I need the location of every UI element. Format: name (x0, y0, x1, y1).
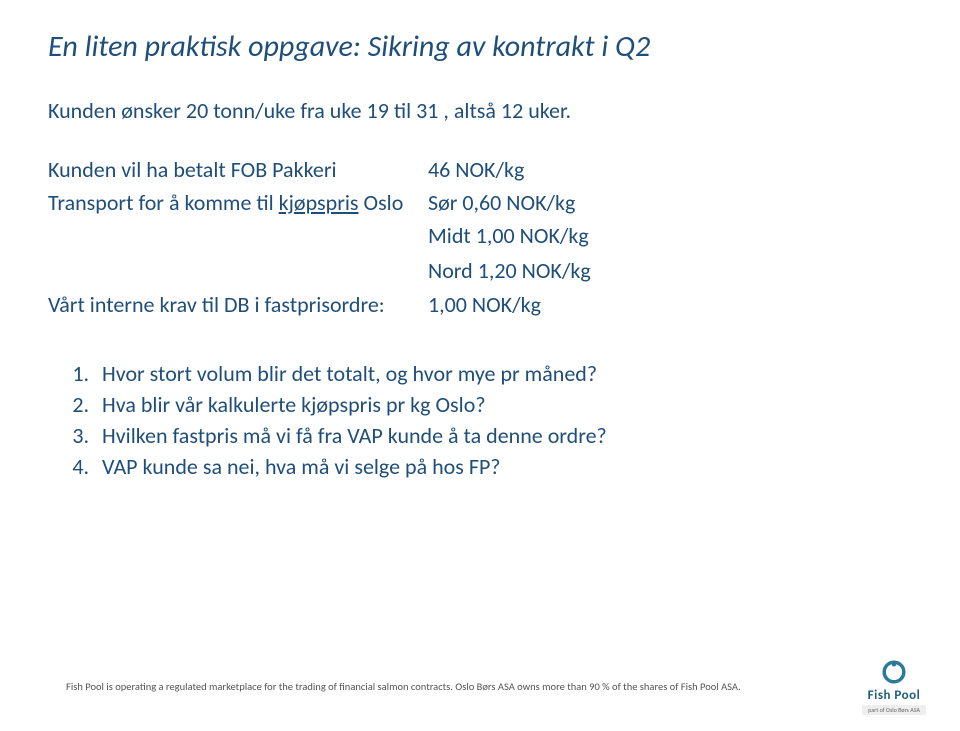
row-value: Nord 1,20 NOK/kg (428, 257, 912, 286)
fishpool-logo-icon (880, 658, 908, 686)
row-label-pre: Transport for å komme til (48, 189, 279, 216)
row-label-text: Kunden vil ha betalt FOB Pakkeri (48, 156, 337, 183)
row-value: Sør 0,60 NOK/kg (428, 189, 912, 216)
row-label-empty (48, 222, 428, 251)
row-label: Kunden vil ha betalt FOB Pakkeri (48, 156, 428, 183)
list-item: Hva blir vår kalkulerte kjøpspris pr kg … (94, 391, 912, 418)
row-label: Vårt interne krav til DB i fastprisordre… (48, 291, 428, 318)
row-label-empty (48, 257, 428, 286)
list-item: Hvor stort volum blir det totalt, og hvo… (94, 360, 912, 387)
list-item: VAP kunde sa nei, hva må vi selge på hos… (94, 453, 912, 480)
intro-text: Kunden ønsker 20 tonn/uke fra uke 19 til… (48, 97, 912, 124)
logo-wordmark: Fish Pool (868, 688, 921, 703)
logo-subtext: part of Oslo Børs ASA (862, 705, 926, 715)
row-label: Transport for å komme til kjøpspris Oslo (48, 189, 428, 216)
list-item: Hvilken fastpris må vi få fra VAP kunde … (94, 422, 912, 449)
data-grid: Kunden vil ha betalt FOB Pakkeri 46 NOK/… (48, 156, 912, 318)
footer: Fish Pool is operating a regulated marke… (0, 658, 960, 715)
row-value: 46 NOK/kg (428, 156, 912, 183)
fishpool-logo: Fish Pool part of Oslo Børs ASA (844, 658, 944, 715)
row-label-post: Oslo (359, 189, 404, 216)
row-value: 1,00 NOK/kg (428, 291, 912, 318)
footer-text: Fish Pool is operating a regulated marke… (16, 680, 741, 693)
row-value: Midt 1,00 NOK/kg (428, 222, 912, 251)
question-list: Hvor stort volum blir det totalt, og hvo… (48, 360, 912, 480)
row-label-text: Vårt interne krav til DB i fastprisordre… (48, 291, 385, 318)
row-label-underline: kjøpspris (279, 189, 359, 216)
page-title: En liten praktisk oppgave: Sikring av ko… (48, 28, 912, 65)
